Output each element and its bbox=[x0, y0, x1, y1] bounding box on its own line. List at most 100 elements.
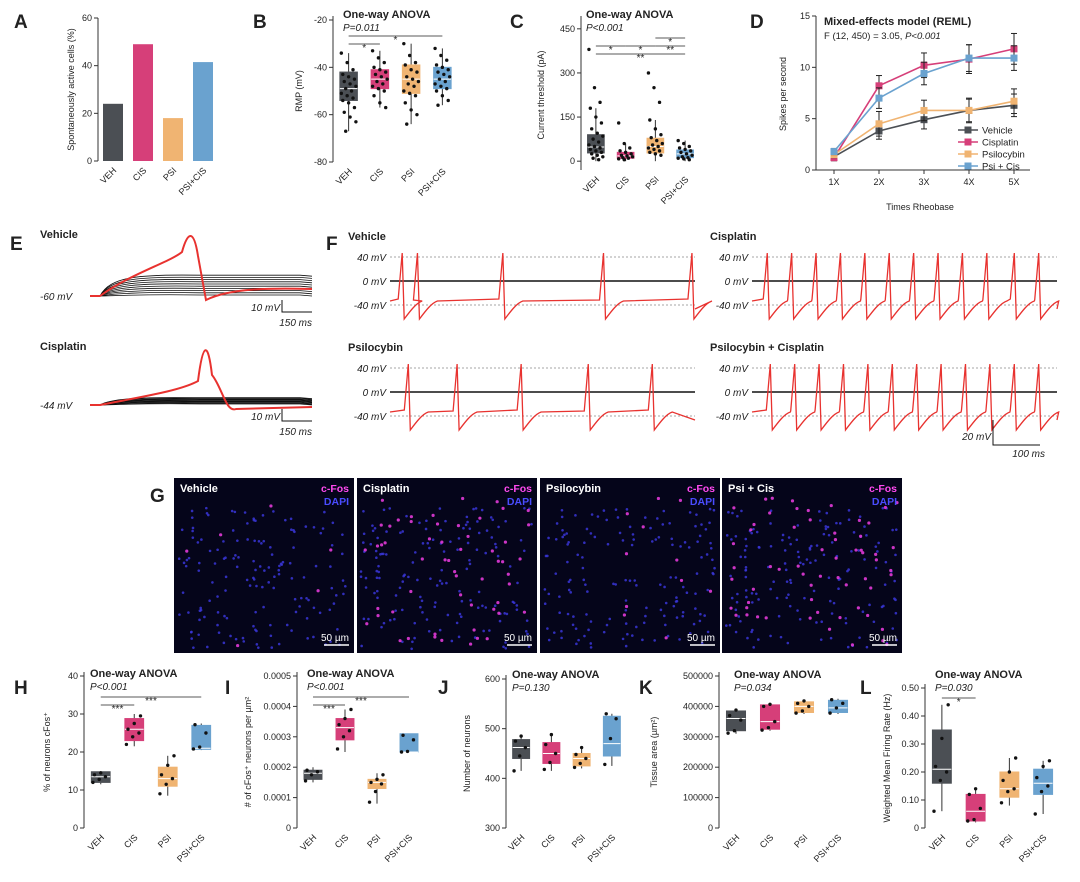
data-point bbox=[549, 732, 554, 737]
y-tick-label: 0.0001 bbox=[263, 793, 291, 803]
dapi-nucleus bbox=[459, 615, 463, 619]
data-point bbox=[652, 147, 656, 152]
x-tick-label: 2X bbox=[873, 177, 884, 187]
y-tick-label: 0 bbox=[805, 165, 810, 175]
dapi-nucleus bbox=[560, 636, 563, 640]
data-point bbox=[378, 68, 382, 72]
dapi-nucleus bbox=[769, 544, 773, 548]
data-point bbox=[679, 150, 683, 155]
dapi-nucleus bbox=[420, 599, 424, 603]
dapi-nucleus bbox=[858, 515, 862, 518]
dapi-nucleus bbox=[628, 579, 632, 582]
dapi-nucleus bbox=[367, 617, 370, 621]
dapi-nucleus bbox=[380, 625, 383, 629]
dapi-nucleus bbox=[449, 540, 452, 543]
cfos-nucleus bbox=[497, 611, 501, 615]
dapi-nucleus bbox=[178, 613, 181, 616]
dapi-nucleus bbox=[750, 630, 753, 634]
p-value: P=0.011 bbox=[343, 23, 380, 34]
data-point bbox=[519, 734, 523, 738]
data-point bbox=[623, 150, 628, 155]
cfos-nucleus bbox=[480, 577, 484, 581]
dapi-nucleus bbox=[796, 550, 800, 554]
suprathreshold-sweep bbox=[90, 349, 313, 411]
dapi-nucleus bbox=[450, 639, 454, 643]
dapi-nucleus bbox=[819, 519, 822, 522]
data-point bbox=[596, 140, 601, 144]
dapi-nucleus bbox=[312, 635, 315, 639]
dapi-nucleus bbox=[252, 518, 256, 522]
y-tick-label: 600 bbox=[485, 674, 500, 684]
dapi-nucleus bbox=[414, 551, 417, 554]
dapi-nucleus bbox=[561, 535, 565, 539]
data-point bbox=[382, 89, 386, 93]
dapi-nucleus bbox=[270, 646, 274, 649]
dapi-nucleus bbox=[706, 630, 710, 634]
dapi-nucleus bbox=[868, 603, 871, 607]
dapi-nucleus bbox=[187, 611, 190, 614]
cfos-nucleus bbox=[316, 589, 320, 593]
cfos-nucleus bbox=[854, 548, 858, 552]
dapi-nucleus bbox=[755, 530, 759, 534]
panel-letter-d: D bbox=[750, 12, 764, 33]
data-point bbox=[401, 733, 405, 737]
data-point bbox=[315, 770, 320, 774]
data-point bbox=[341, 735, 346, 739]
data-point bbox=[344, 86, 348, 91]
dapi-nucleus bbox=[757, 638, 760, 641]
dapi-nucleus bbox=[671, 543, 674, 547]
x-tick-label: PSI bbox=[399, 166, 416, 183]
cfos-nucleus bbox=[869, 586, 873, 590]
data-point bbox=[1001, 778, 1005, 783]
data-point bbox=[403, 63, 407, 67]
dapi-nucleus bbox=[802, 562, 805, 566]
cfos-nucleus bbox=[861, 551, 865, 555]
data-point bbox=[409, 108, 413, 112]
dapi-nucleus bbox=[824, 525, 828, 528]
cfos-nucleus bbox=[891, 546, 895, 550]
dapi-nucleus bbox=[498, 619, 502, 623]
dapi-nucleus bbox=[305, 596, 308, 600]
x-tick-label: PSI bbox=[365, 832, 382, 849]
dapi-nucleus bbox=[314, 564, 318, 568]
data-point bbox=[341, 98, 345, 103]
data-point bbox=[649, 135, 653, 140]
data-point bbox=[193, 722, 197, 727]
x-tick-label: PSI bbox=[570, 832, 587, 849]
data-point bbox=[657, 149, 662, 153]
dapi-nucleus bbox=[883, 583, 887, 586]
dapi-nucleus bbox=[482, 629, 485, 633]
cfos-nucleus bbox=[469, 642, 473, 646]
dapi-nucleus bbox=[442, 550, 446, 553]
dapi-nucleus bbox=[827, 576, 831, 580]
dapi-nucleus bbox=[668, 522, 671, 525]
dapi-nucleus bbox=[472, 507, 475, 511]
data-point bbox=[409, 68, 413, 72]
data-point bbox=[407, 53, 412, 58]
stain-label-cfos: c-Fos bbox=[687, 483, 715, 495]
data-point bbox=[629, 152, 633, 156]
dapi-nucleus bbox=[273, 575, 276, 579]
x-tick-label: VEH bbox=[298, 832, 318, 852]
legend-label: Vehicle bbox=[982, 126, 1013, 137]
data-point bbox=[875, 120, 883, 128]
dapi-nucleus bbox=[359, 575, 363, 578]
data-point bbox=[829, 698, 834, 702]
dapi-nucleus bbox=[319, 531, 323, 535]
dapi-nucleus bbox=[688, 632, 692, 635]
dapi-nucleus bbox=[734, 630, 738, 634]
dapi-nucleus bbox=[810, 544, 813, 548]
box-psi bbox=[367, 773, 387, 804]
dapi-nucleus bbox=[602, 509, 606, 512]
data-point bbox=[345, 60, 349, 65]
x-tick-label: CIS bbox=[368, 166, 386, 184]
x-tick-label: 1X bbox=[828, 177, 839, 187]
dapi-nucleus bbox=[438, 628, 442, 632]
dapi-nucleus bbox=[772, 580, 775, 584]
dapi-nucleus bbox=[484, 551, 487, 555]
dapi-nucleus bbox=[385, 553, 388, 556]
dapi-nucleus bbox=[458, 612, 462, 616]
dapi-nucleus bbox=[416, 578, 419, 582]
spike-train-cisplatin: Cisplatin 40 mV 0 mV -40 mV bbox=[710, 231, 1060, 321]
dapi-nucleus bbox=[543, 602, 547, 606]
